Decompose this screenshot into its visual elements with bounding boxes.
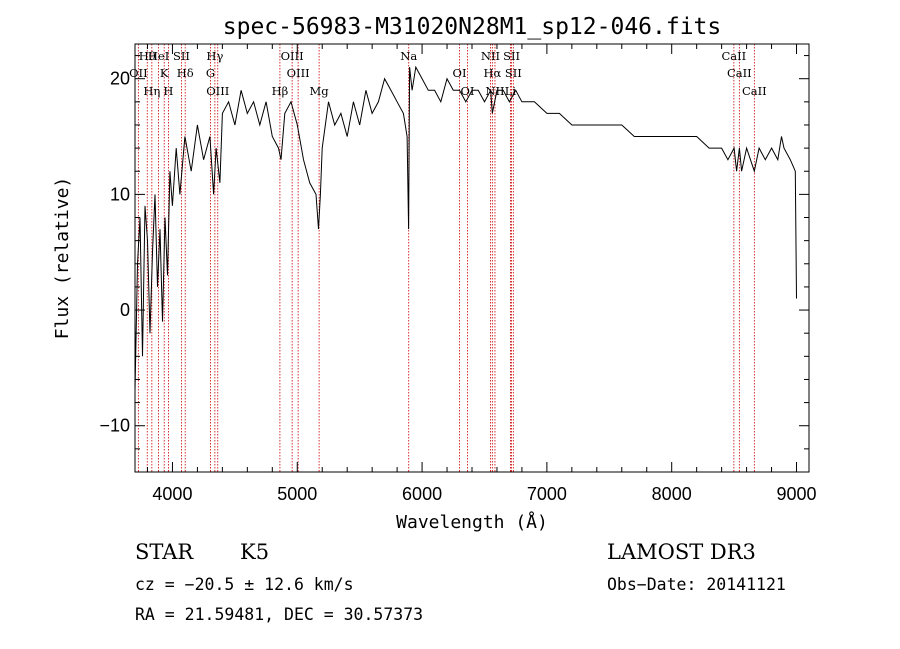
plot-frame [134,43,810,473]
x-tick-label: 6000 [402,484,442,504]
y-tick-label: 0 [120,300,130,320]
line-label: G [206,66,215,80]
line-label: Hβ [272,84,289,98]
y-axis: −10 0 10 20 [99,55,809,473]
line-label: OI [453,66,467,80]
line-label: Hδ [177,66,194,80]
line-label: Hθ [139,49,156,63]
y-tick-label: 10 [110,184,130,204]
coordinates: RA = 21.59481, DEC = 30.57373 [135,605,423,624]
line-label: HeI [148,49,169,63]
line-label: Hγ [206,49,223,63]
line-label: OIII [206,84,229,98]
line-label: CaII [727,66,752,80]
x-tick-label: 9000 [776,484,816,504]
line-label: OII [129,66,148,80]
line-label: CaII [742,84,767,98]
line-label: H [163,84,173,98]
line-label: OIII [281,49,304,63]
redshift-cz: cz = −20.5 ± 12.6 km/s [135,575,354,594]
line-label: K [160,66,169,80]
x-tick-label: 8000 [652,484,692,504]
x-axis-label: Wavelength (Å) [396,511,548,533]
line-label: OIII [287,66,310,80]
x-axis: 4000 5000 6000 7000 8000 9000 [146,44,817,504]
line-label: Hα [483,66,501,80]
obs-date: Obs−Date: 20141121 [607,575,786,594]
y-tick-label: −10 [99,416,130,436]
line-label: OI [461,84,475,98]
x-tick-label: 4000 [152,484,192,504]
x-tick-label: 7000 [527,484,567,504]
chart-title: spec-56983-M31020N28M1_sp12-046.fits [223,14,722,40]
line-label: SII [173,49,190,63]
spectrum-line [134,65,797,392]
y-tick-label: 20 [110,69,130,89]
object-class: STAR [135,540,194,564]
object-subclass: K5 [240,540,269,564]
line-label: Li [505,84,517,98]
line-label: Hη [143,84,160,98]
line-labels: HθOIIHηHeIKHSIIHδOIIIHγGHβOIIIOIIIMgNaOI… [129,49,767,98]
line-label: SII [503,49,520,63]
line-label: SII [505,66,522,80]
line-label: CaII [721,49,746,63]
line-label: NII [485,84,504,98]
line-label: Mg [310,84,330,98]
line-label: Na [400,49,417,63]
y-axis-label: Flux (relative) [52,177,73,340]
line-label: NII [481,49,500,63]
x-tick-label: 5000 [277,484,317,504]
survey-name: LAMOST DR3 [607,540,756,564]
